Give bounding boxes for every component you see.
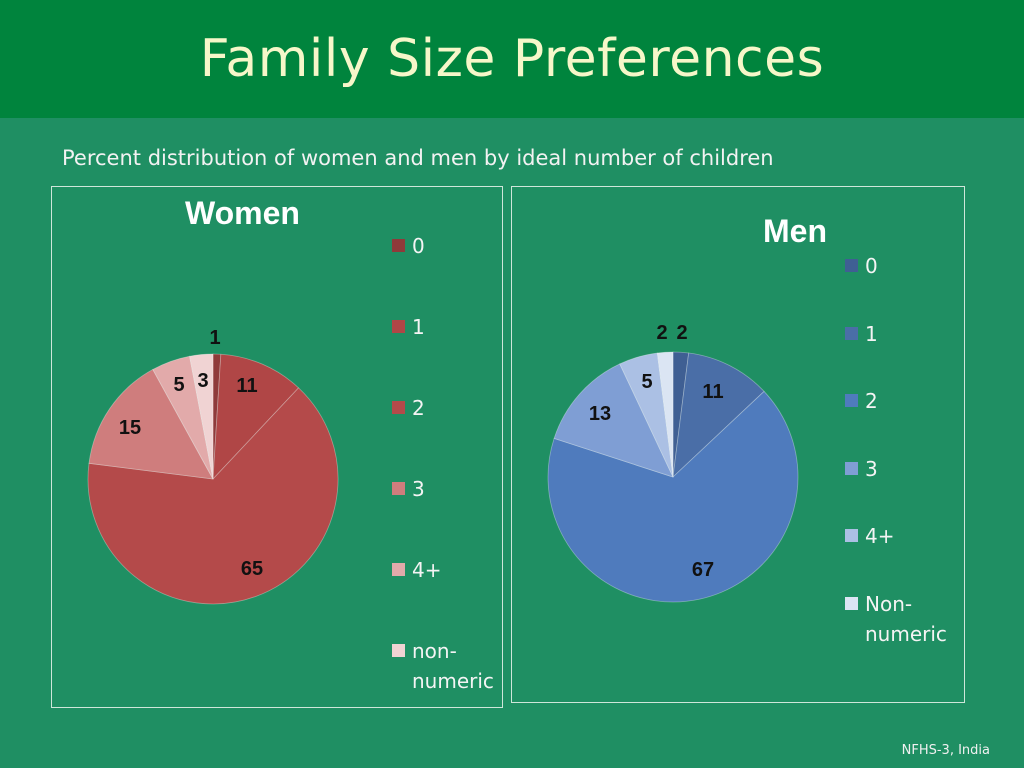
women-legend-swatch-3: [392, 482, 405, 495]
women-slice-0: [212, 353, 222, 480]
men-slice-5: [656, 351, 674, 478]
men-legend-label-0: 0: [865, 254, 878, 278]
men-data-label-2: 67: [692, 559, 714, 581]
men-data-label-1: 11: [702, 381, 723, 403]
men-chart-title: Men: [763, 213, 827, 249]
men-legend-item-1: 1: [845, 319, 878, 349]
women-data-label-4: 5: [173, 374, 184, 396]
men-legend-label-3: 3: [865, 456, 878, 481]
men-legend-swatch-3: [845, 461, 858, 475]
header-bar: Family Size Preferences: [0, 0, 1024, 118]
women-legend-item-0: 0: [392, 231, 425, 261]
women-data-label-2: 65: [241, 558, 263, 580]
women-data-label-0: 1: [209, 327, 220, 349]
men-legend-swatch-4: [845, 529, 858, 542]
men-legend-item-2: 2: [845, 386, 878, 416]
men-legend-label-1: 1: [865, 321, 878, 346]
page-title: Family Size Preferences: [199, 29, 825, 89]
men-pie-chart: 2 11 67 13 5 2: [547, 322, 799, 603]
men-data-label-5: 2: [676, 322, 687, 344]
women-legend-swatch-2: [392, 401, 405, 414]
men-legend-item-0: 0: [845, 251, 878, 281]
chart-subtitle: Percent distribution of women and men by…: [62, 146, 774, 170]
men-slice-1: [672, 352, 765, 479]
women-legend-swatch-1: [392, 320, 405, 333]
women-chart-panel: Women 1 11 65 15 5 3 0 1 2 3 4+ non- numeric: [51, 186, 503, 708]
men-slice-0: [672, 351, 690, 478]
men-legend-label-2: 2: [865, 389, 878, 413]
men-legend-item-4: 4+: [845, 521, 894, 551]
men-data-label-3: 13: [589, 403, 611, 425]
women-data-label-3: 15: [119, 417, 141, 439]
men-legend-label-4: 4+: [865, 524, 895, 548]
men-data-label-0: 2: [656, 322, 667, 344]
men-legend-swatch-1: [845, 326, 858, 340]
women-legend-label-0: 0: [412, 234, 425, 258]
men-legend-swatch-0: [845, 259, 858, 272]
women-slice-4: [152, 355, 214, 480]
women-legend-label-5: non- numeric: [412, 639, 494, 693]
men-legend-item-3: 3: [845, 454, 878, 484]
women-legend-item-3: 3: [392, 474, 425, 504]
women-legend-label-2: 2: [412, 396, 425, 420]
women-legend-swatch-5: [392, 644, 405, 657]
women-data-label-5: 3: [197, 370, 208, 392]
women-data-label-1: 11: [236, 375, 257, 397]
men-legend-label-5: Non- numeric: [865, 591, 947, 646]
women-slice-2: [87, 387, 339, 605]
women-chart-title: Women: [185, 195, 300, 231]
men-slice-2: [547, 390, 799, 603]
men-legend-swatch-2: [845, 394, 858, 407]
women-slice-1: [212, 353, 300, 481]
women-legend-item-1: 1: [392, 312, 425, 342]
men-data-label-4: 5: [641, 371, 652, 393]
women-legend-label-1: 1: [412, 315, 425, 339]
men-legend-item-5: Non- numeric: [845, 589, 947, 649]
women-legend-label-3: 3: [412, 477, 425, 501]
women-legend-swatch-4: [392, 563, 405, 576]
women-legend-item-2: 2: [392, 393, 425, 423]
women-slice-3: [88, 368, 214, 480]
men-slice-3: [553, 363, 674, 478]
men-legend-swatch-5: [845, 596, 858, 610]
men-slice-4: [619, 352, 674, 478]
source-note: NFHS-3, India: [901, 743, 990, 758]
men-chart-panel: Men 2 11 67 13 5 2 0 1 2 3 4+ Non- numeric: [511, 186, 965, 703]
women-legend-swatch-0: [392, 239, 405, 252]
women-slice-5: [189, 353, 214, 480]
women-legend-label-4: 4+: [412, 558, 442, 582]
women-legend-item-5: non- numeric: [392, 636, 494, 696]
women-legend-item-4: 4+: [392, 555, 441, 585]
